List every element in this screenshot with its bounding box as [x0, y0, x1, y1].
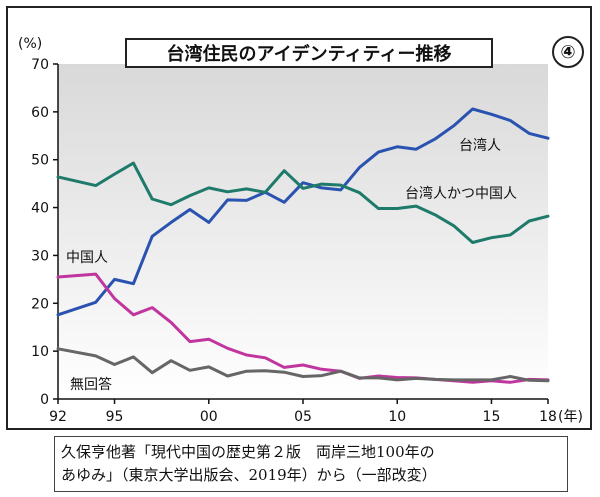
caption-line-2: あゆみ」（東京大学出版会、2019年）から（一部改変）: [61, 466, 437, 484]
x-tick-label: 95: [106, 409, 124, 425]
series-annotation: 無回答: [70, 376, 112, 393]
x-tick-label: 05: [294, 409, 312, 425]
y-tick-label: 70: [31, 57, 49, 73]
y-tick-label: 30: [31, 248, 49, 264]
caption-line-1: 久保亨他著「現代中国の歴史第２版 両岸三地100年の: [61, 443, 435, 461]
y-tick-label: 20: [31, 296, 49, 312]
x-tick-label: 10: [388, 409, 406, 425]
figure-number-marker: ④: [552, 36, 584, 68]
x-tick-label: 00: [200, 409, 218, 425]
series-annotation: 台湾人かつ中国人: [405, 185, 517, 202]
x-axis-unit: (年): [558, 409, 583, 425]
series-annotation: 台湾人: [459, 137, 501, 154]
y-tick-label: 60: [31, 105, 49, 121]
chart-title: 台湾住民のアイデンティティー推移: [125, 38, 493, 68]
series-line-1: [56, 161, 550, 244]
y-tick-label: 0: [40, 392, 49, 408]
y-tick-label: 50: [31, 153, 49, 169]
x-tick-label: 92: [49, 409, 67, 425]
series-line-3: [56, 347, 550, 383]
chart-canvas: 0 10 20 30 40 50 60 70 92 95 00 05 10 15 18 (年) 台湾人台湾人…: [18, 36, 583, 425]
y-axis-unit: (%): [18, 36, 42, 52]
x-tick-label: 18: [539, 409, 557, 425]
series-line-2: [56, 272, 550, 384]
series-annotation: 中国人: [66, 250, 108, 266]
chart-frame: 0 10 20 30 40 50 60 70 92 95 00 05 10 15 18 (年) 台湾人台湾人…: [6, 6, 592, 430]
plot-area: [58, 64, 548, 399]
x-tick-label: 15: [483, 409, 501, 425]
source-caption: 久保亨他著「現代中国の歴史第２版 両岸三地100年の あゆみ」（東京大学出版会、…: [54, 436, 568, 492]
y-tick-label: 10: [31, 344, 49, 360]
y-tick-label: 40: [31, 201, 49, 217]
